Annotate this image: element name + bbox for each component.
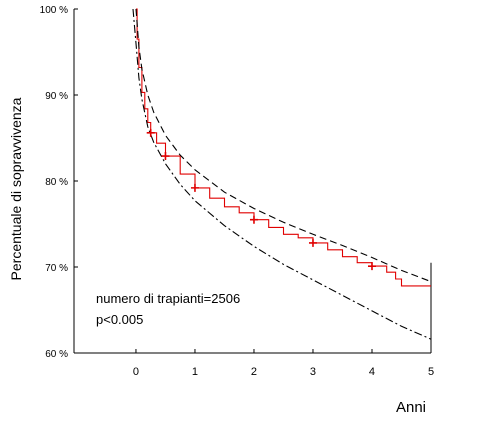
x-tick-label: 1 bbox=[192, 366, 198, 378]
censor-mark bbox=[161, 152, 170, 161]
annotation-transplants: numero di trapianti=2506 bbox=[96, 291, 240, 306]
x-tick-label: 5 bbox=[428, 366, 434, 378]
censor-mark bbox=[249, 215, 258, 224]
y-tick-label: 80 % bbox=[45, 177, 68, 188]
tick-labels: 60 % 70 % 80 % 90 % 100 % 0 1 2 3 4 5 bbox=[40, 5, 434, 378]
lower-bound-curve bbox=[132, 8, 432, 340]
axes bbox=[73, 8, 432, 354]
y-tick-label: 90 % bbox=[45, 91, 68, 102]
survival-curve bbox=[136, 8, 431, 287]
y-tick-label: 60 % bbox=[45, 349, 68, 360]
censor-mark bbox=[367, 262, 376, 271]
x-tick-label: 0 bbox=[133, 366, 139, 378]
y-tick-label: 70 % bbox=[45, 263, 68, 274]
x-tick-label: 4 bbox=[369, 366, 375, 378]
y-axis-label: Percentuale di sopravvivenza bbox=[8, 97, 24, 280]
x-axis-label: Anni bbox=[396, 399, 426, 416]
curves bbox=[132, 8, 432, 340]
annotation-p-value: p<0.005 bbox=[96, 312, 143, 327]
censor-marks bbox=[146, 128, 376, 271]
x-tick-label: 2 bbox=[251, 366, 257, 378]
censor-mark bbox=[146, 128, 155, 137]
x-tick-label: 3 bbox=[310, 366, 316, 378]
censor-mark bbox=[308, 238, 317, 247]
censor-mark bbox=[190, 183, 199, 192]
upper-bound-curve bbox=[135, 8, 432, 283]
y-tick-label: 100 % bbox=[40, 5, 68, 16]
